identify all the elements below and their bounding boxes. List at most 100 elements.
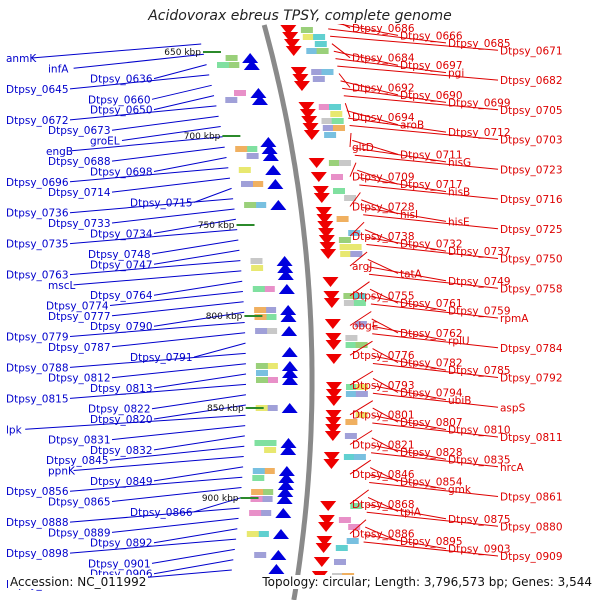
gene-label[interactable]: Dtpsy_0846 bbox=[352, 469, 415, 481]
gene-label[interactable]: Dtpsy_0759 bbox=[448, 306, 511, 318]
gene-label[interactable]: anmK bbox=[6, 53, 37, 65]
gene-label[interactable]: Dtpsy_0880 bbox=[500, 521, 563, 533]
gene-label[interactable]: Dtpsy_0666 bbox=[400, 30, 463, 42]
gene-label[interactable]: Dtpsy_0684 bbox=[352, 53, 415, 65]
gene-label[interactable]: Dtpsy_0747 bbox=[90, 259, 153, 271]
gene-label[interactable]: Dtpsy_0791 bbox=[130, 352, 193, 364]
gene-label[interactable]: groEL bbox=[90, 136, 120, 148]
gene-label[interactable]: Dtpsy_0748 bbox=[88, 249, 151, 261]
gene-label[interactable]: Dtpsy_0764 bbox=[90, 290, 153, 302]
gene-label[interactable]: Dtpsy_0909 bbox=[500, 551, 563, 563]
gene-label[interactable]: Dtpsy_0690 bbox=[400, 90, 463, 102]
gene-label[interactable]: Dtpsy_0892 bbox=[90, 538, 153, 550]
gene-label[interactable]: Dtpsy_0801 bbox=[352, 410, 415, 422]
gene-label[interactable]: Dtpsy_0861 bbox=[500, 492, 563, 504]
gene-label[interactable]: Dtpsy_0660 bbox=[88, 94, 151, 106]
gene-label[interactable]: hrcA bbox=[500, 462, 525, 474]
gene-label[interactable]: Dtpsy_0715 bbox=[130, 197, 193, 209]
gene-label[interactable]: tpiA bbox=[400, 506, 422, 518]
gene-label[interactable]: aspS bbox=[500, 402, 526, 414]
gene-label[interactable]: Dtpsy_0777 bbox=[48, 311, 111, 323]
gene-label[interactable]: Dtpsy_0698 bbox=[90, 167, 153, 179]
gene-label[interactable]: Dtpsy_0703 bbox=[500, 135, 563, 147]
gene-label[interactable]: hisE bbox=[448, 216, 470, 228]
gene-label[interactable]: Dtpsy_0682 bbox=[500, 75, 563, 87]
gene-label[interactable]: obgE bbox=[352, 321, 378, 333]
gene-label[interactable]: lpk bbox=[6, 424, 23, 436]
gene-label[interactable]: gmk bbox=[448, 484, 472, 496]
gene-label[interactable]: Dtpsy_0723 bbox=[500, 164, 563, 176]
gene-label[interactable]: Dtpsy_0821 bbox=[352, 440, 415, 452]
gene-label[interactable]: Dtpsy_0828 bbox=[400, 447, 463, 459]
gene-label[interactable]: Dtpsy_0750 bbox=[500, 254, 563, 266]
gene-label[interactable]: Dtpsy_0738 bbox=[352, 231, 415, 243]
gene-label[interactable]: Dtpsy_0898 bbox=[6, 548, 69, 560]
gene-label[interactable]: Dtpsy_0811 bbox=[500, 432, 563, 444]
gene-label[interactable]: Dtpsy_0688 bbox=[48, 156, 111, 168]
gene-label[interactable]: Dtpsy_0736 bbox=[6, 208, 69, 220]
gene-label[interactable]: Dtpsy_0774 bbox=[46, 301, 109, 313]
gene-label[interactable]: gltD bbox=[352, 142, 374, 154]
gene-label[interactable]: Dtpsy_0672 bbox=[6, 115, 69, 127]
gene-label[interactable]: Dtpsy_0895 bbox=[400, 536, 463, 548]
gene-label[interactable]: Dtpsy_0820 bbox=[90, 414, 153, 426]
gene-label[interactable]: Dtpsy_0732 bbox=[400, 239, 463, 251]
gene-label[interactable]: Dtpsy_0714 bbox=[48, 187, 111, 199]
gene-label[interactable]: Dtpsy_0761 bbox=[400, 298, 463, 310]
gene-label[interactable]: Dtpsy_0673 bbox=[48, 125, 111, 137]
gene-label[interactable]: Dtpsy_0755 bbox=[352, 291, 415, 303]
gene-label[interactable]: rplU bbox=[448, 335, 470, 347]
gene-label[interactable]: Dtpsy_0758 bbox=[500, 283, 563, 295]
gene-label[interactable]: argJ bbox=[352, 261, 372, 273]
gene-label[interactable]: Dtpsy_0903 bbox=[448, 544, 511, 556]
gene-label[interactable]: Dtpsy_0875 bbox=[448, 514, 511, 526]
gene-label[interactable]: Dtpsy_0888 bbox=[6, 517, 69, 529]
gene-label[interactable]: Dtpsy_0636 bbox=[90, 74, 153, 86]
gene-label[interactable]: Dtpsy_0794 bbox=[400, 387, 463, 399]
gene-label[interactable]: Dtpsy_0845 bbox=[46, 455, 109, 467]
gene-label[interactable]: Dtpsy_0728 bbox=[352, 202, 415, 214]
gene-label[interactable]: Dtpsy_0712 bbox=[448, 127, 511, 139]
gene-label[interactable]: Dtpsy_0810 bbox=[448, 425, 511, 437]
gene-label[interactable]: Dtpsy_0854 bbox=[400, 477, 463, 489]
gene-label[interactable]: infA bbox=[48, 63, 69, 75]
gene-label[interactable]: Dtpsy_0692 bbox=[352, 83, 415, 95]
gene-label[interactable]: Dtpsy_0705 bbox=[500, 105, 563, 117]
gene-label[interactable]: Dtpsy_0813 bbox=[90, 383, 153, 395]
gene-label[interactable]: Dtpsy_0790 bbox=[90, 321, 153, 333]
gene-label[interactable]: Dtpsy_0822 bbox=[88, 404, 151, 416]
gene-label[interactable]: Dtpsy_0776 bbox=[352, 350, 415, 362]
gene-label[interactable]: Dtpsy_0716 bbox=[500, 194, 563, 206]
gene-label[interactable]: Dtpsy_0694 bbox=[352, 112, 415, 124]
gene-label[interactable]: Dtpsy_0735 bbox=[6, 239, 69, 251]
gene-label[interactable]: Dtpsy_0831 bbox=[48, 435, 111, 447]
gene-label[interactable]: Dtpsy_0734 bbox=[90, 228, 153, 240]
gene-label[interactable]: Dtpsy_0725 bbox=[500, 224, 563, 236]
gene-label[interactable]: Dtpsy_0645 bbox=[6, 84, 69, 96]
gene-label[interactable]: Dtpsy_0696 bbox=[6, 177, 69, 189]
gene-label[interactable]: Dtpsy_0807 bbox=[400, 417, 463, 429]
gene-label[interactable]: Dtpsy_0812 bbox=[48, 373, 111, 385]
gene-label[interactable]: Dtpsy_0650 bbox=[90, 105, 153, 117]
gene-label[interactable]: hisI bbox=[400, 209, 418, 221]
gene-label[interactable]: ubiB bbox=[448, 395, 471, 407]
gene-label[interactable]: pgi bbox=[448, 68, 464, 80]
gene-label[interactable]: Dtpsy_0886 bbox=[352, 529, 415, 541]
gene-label[interactable]: Dtpsy_0868 bbox=[352, 499, 415, 511]
gene-label[interactable]: Dtpsy_0749 bbox=[448, 276, 511, 288]
gene-label[interactable]: Dtpsy_0856 bbox=[6, 486, 69, 498]
gene-label[interactable]: Dtpsy_0699 bbox=[448, 97, 511, 109]
gene-label[interactable]: rpmA bbox=[500, 313, 529, 325]
gene-label[interactable]: Dtpsy_0815 bbox=[6, 393, 69, 405]
gene-label[interactable]: Dtpsy_0697 bbox=[400, 60, 463, 72]
gene-label[interactable]: Dtpsy_0733 bbox=[48, 218, 111, 230]
gene-label[interactable]: Dtpsy_0782 bbox=[400, 358, 463, 370]
gene-label[interactable]: Dtpsy_0779 bbox=[6, 332, 69, 344]
gene-label[interactable]: Dtpsy_0792 bbox=[500, 373, 563, 385]
gene-label[interactable]: hisB bbox=[448, 187, 470, 199]
gene-label[interactable]: Dtpsy_0865 bbox=[48, 497, 111, 509]
gene-label[interactable]: Dtpsy_0832 bbox=[90, 445, 153, 457]
gene-label[interactable]: aroB bbox=[400, 120, 424, 132]
gene-label[interactable]: Dtpsy_0793 bbox=[352, 380, 415, 392]
gene-label[interactable]: Dtpsy_0762 bbox=[400, 328, 463, 340]
